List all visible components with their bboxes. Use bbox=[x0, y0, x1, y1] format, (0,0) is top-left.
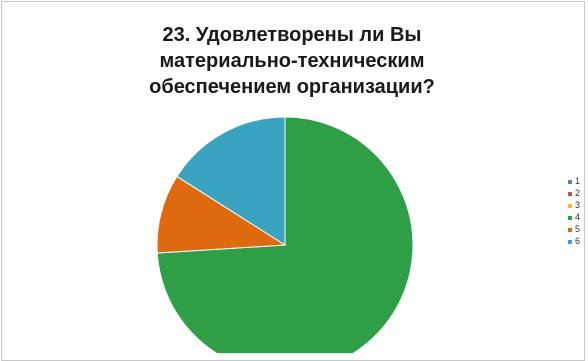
legend-label-6: 6 bbox=[575, 236, 580, 246]
legend-label-4: 4 bbox=[575, 212, 580, 222]
chart-title-line-3: обеспечением организации? bbox=[149, 76, 435, 98]
legend-marker-2 bbox=[568, 192, 572, 196]
legend-marker-3 bbox=[568, 204, 572, 208]
legend-label-5: 5 bbox=[575, 224, 580, 234]
legend-label-3: 3 bbox=[575, 200, 580, 210]
pie-slices bbox=[156, 116, 414, 353]
legend-marker-5 bbox=[568, 228, 572, 232]
pie-slice-5 bbox=[156, 175, 287, 254]
pie-slice-6 bbox=[176, 116, 286, 246]
chart-title: 23. Удовлетворены ли Вы материально-техн… bbox=[82, 22, 502, 100]
legend-label-1: 1 bbox=[575, 176, 580, 186]
legend: 1 2 3 4 5 6 bbox=[568, 176, 580, 246]
chart-title-line-2: материально-техническим bbox=[159, 50, 425, 72]
legend-marker-4 bbox=[568, 216, 572, 220]
pie-chart: 1 2 3 4 5 6 bbox=[156, 116, 580, 353]
chart-title-line-1: 23. Удовлетворены ли Вы bbox=[162, 24, 422, 46]
legend-label-2: 2 bbox=[575, 188, 580, 198]
legend-marker-6 bbox=[568, 240, 572, 244]
legend-marker-1 bbox=[568, 180, 572, 184]
